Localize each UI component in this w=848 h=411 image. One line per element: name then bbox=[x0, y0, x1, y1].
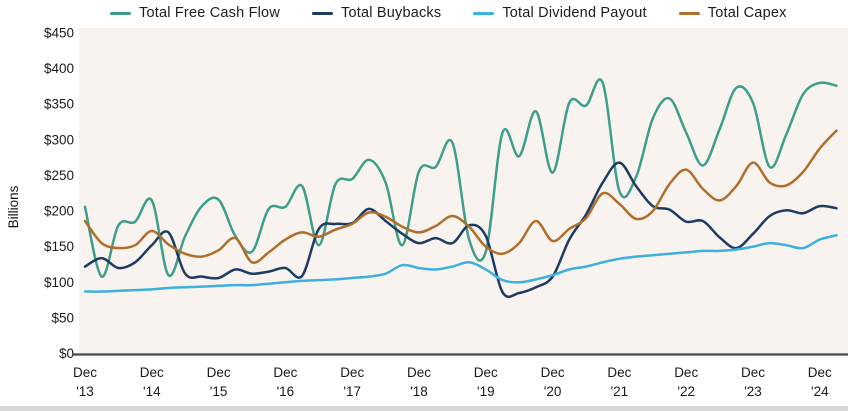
legend-swatch-capex-icon bbox=[678, 11, 700, 15]
legend-label-buybacks: Total Buybacks bbox=[341, 5, 442, 21]
x-tick-label-month: Dec bbox=[474, 365, 498, 380]
x-tick-label-month: Dec bbox=[741, 365, 765, 380]
series-line-total-free-cash-flow[interactable] bbox=[83, 78, 838, 278]
series-line-total-buybacks[interactable] bbox=[83, 161, 838, 299]
x-tick-label-month: Dec bbox=[674, 365, 698, 380]
y-tick-label: $250 bbox=[44, 168, 74, 183]
x-tick-label-month: Dec bbox=[273, 365, 297, 380]
bottom-divider-bar bbox=[0, 406, 848, 411]
legend-item-capex[interactable]: Total Capex bbox=[678, 5, 787, 21]
x-tick-label-month: Dec bbox=[207, 365, 231, 380]
y-tick-label: $450 bbox=[44, 26, 74, 41]
y-tick-label: $0 bbox=[59, 346, 74, 361]
x-tick-label-month: Dec bbox=[73, 365, 97, 380]
legend-item-free-cash-flow[interactable]: Total Free Cash Flow bbox=[110, 5, 280, 21]
x-tick-label-year: '23 bbox=[744, 384, 762, 399]
x-tick-label-year: '18 bbox=[410, 384, 428, 399]
x-tick-label-month: Dec bbox=[541, 365, 565, 380]
y-tick-label: $400 bbox=[44, 61, 74, 76]
x-tick-label-month: Dec bbox=[808, 365, 832, 380]
legend-item-buybacks[interactable]: Total Buybacks bbox=[312, 5, 441, 21]
legend-label-free-cash-flow: Total Free Cash Flow bbox=[139, 5, 280, 21]
legend-swatch-buybacks-icon bbox=[312, 11, 333, 15]
x-tick-label-year: '22 bbox=[677, 384, 695, 399]
chart-legend: Total Free Cash Flow Total Buybacks Tota… bbox=[110, 5, 787, 21]
x-tick-label-month: Dec bbox=[607, 365, 631, 380]
x-tick-label-year: '14 bbox=[143, 384, 161, 399]
plot-area bbox=[79, 28, 848, 354]
legend-label-dividend-payout: Total Dividend Payout bbox=[502, 5, 647, 21]
y-tick-label: $350 bbox=[44, 97, 74, 112]
legend-swatch-free-cash-flow-icon bbox=[110, 11, 131, 15]
x-tick-label-month: Dec bbox=[340, 365, 364, 380]
legend-swatch-dividend-payout-icon bbox=[473, 11, 495, 15]
x-tick-label-year: '13 bbox=[76, 384, 94, 399]
x-tick-label-year: '16 bbox=[277, 384, 295, 399]
y-tick-label: $150 bbox=[44, 239, 74, 254]
x-tick-label-month: Dec bbox=[407, 365, 431, 380]
series-line-total-dividend-payout[interactable] bbox=[83, 234, 838, 293]
y-tick-label: $200 bbox=[44, 204, 74, 219]
x-tick-label-year: '24 bbox=[811, 384, 829, 399]
series-line-total-capex[interactable] bbox=[83, 129, 838, 264]
x-tick-label-year: '21 bbox=[611, 384, 629, 399]
x-tick-label-month: Dec bbox=[140, 365, 164, 380]
legend-label-capex: Total Capex bbox=[707, 5, 787, 21]
x-tick-label-year: '15 bbox=[210, 384, 228, 399]
x-tick-label-year: '17 bbox=[343, 384, 361, 399]
x-tick-label-year: '20 bbox=[544, 384, 562, 399]
legend-item-dividend-payout[interactable]: Total Dividend Payout bbox=[473, 5, 647, 21]
y-tick-label: $100 bbox=[44, 275, 74, 290]
x-tick-label-year: '19 bbox=[477, 384, 495, 399]
y-tick-label: $300 bbox=[44, 132, 74, 147]
y-tick-label: $50 bbox=[51, 310, 74, 325]
